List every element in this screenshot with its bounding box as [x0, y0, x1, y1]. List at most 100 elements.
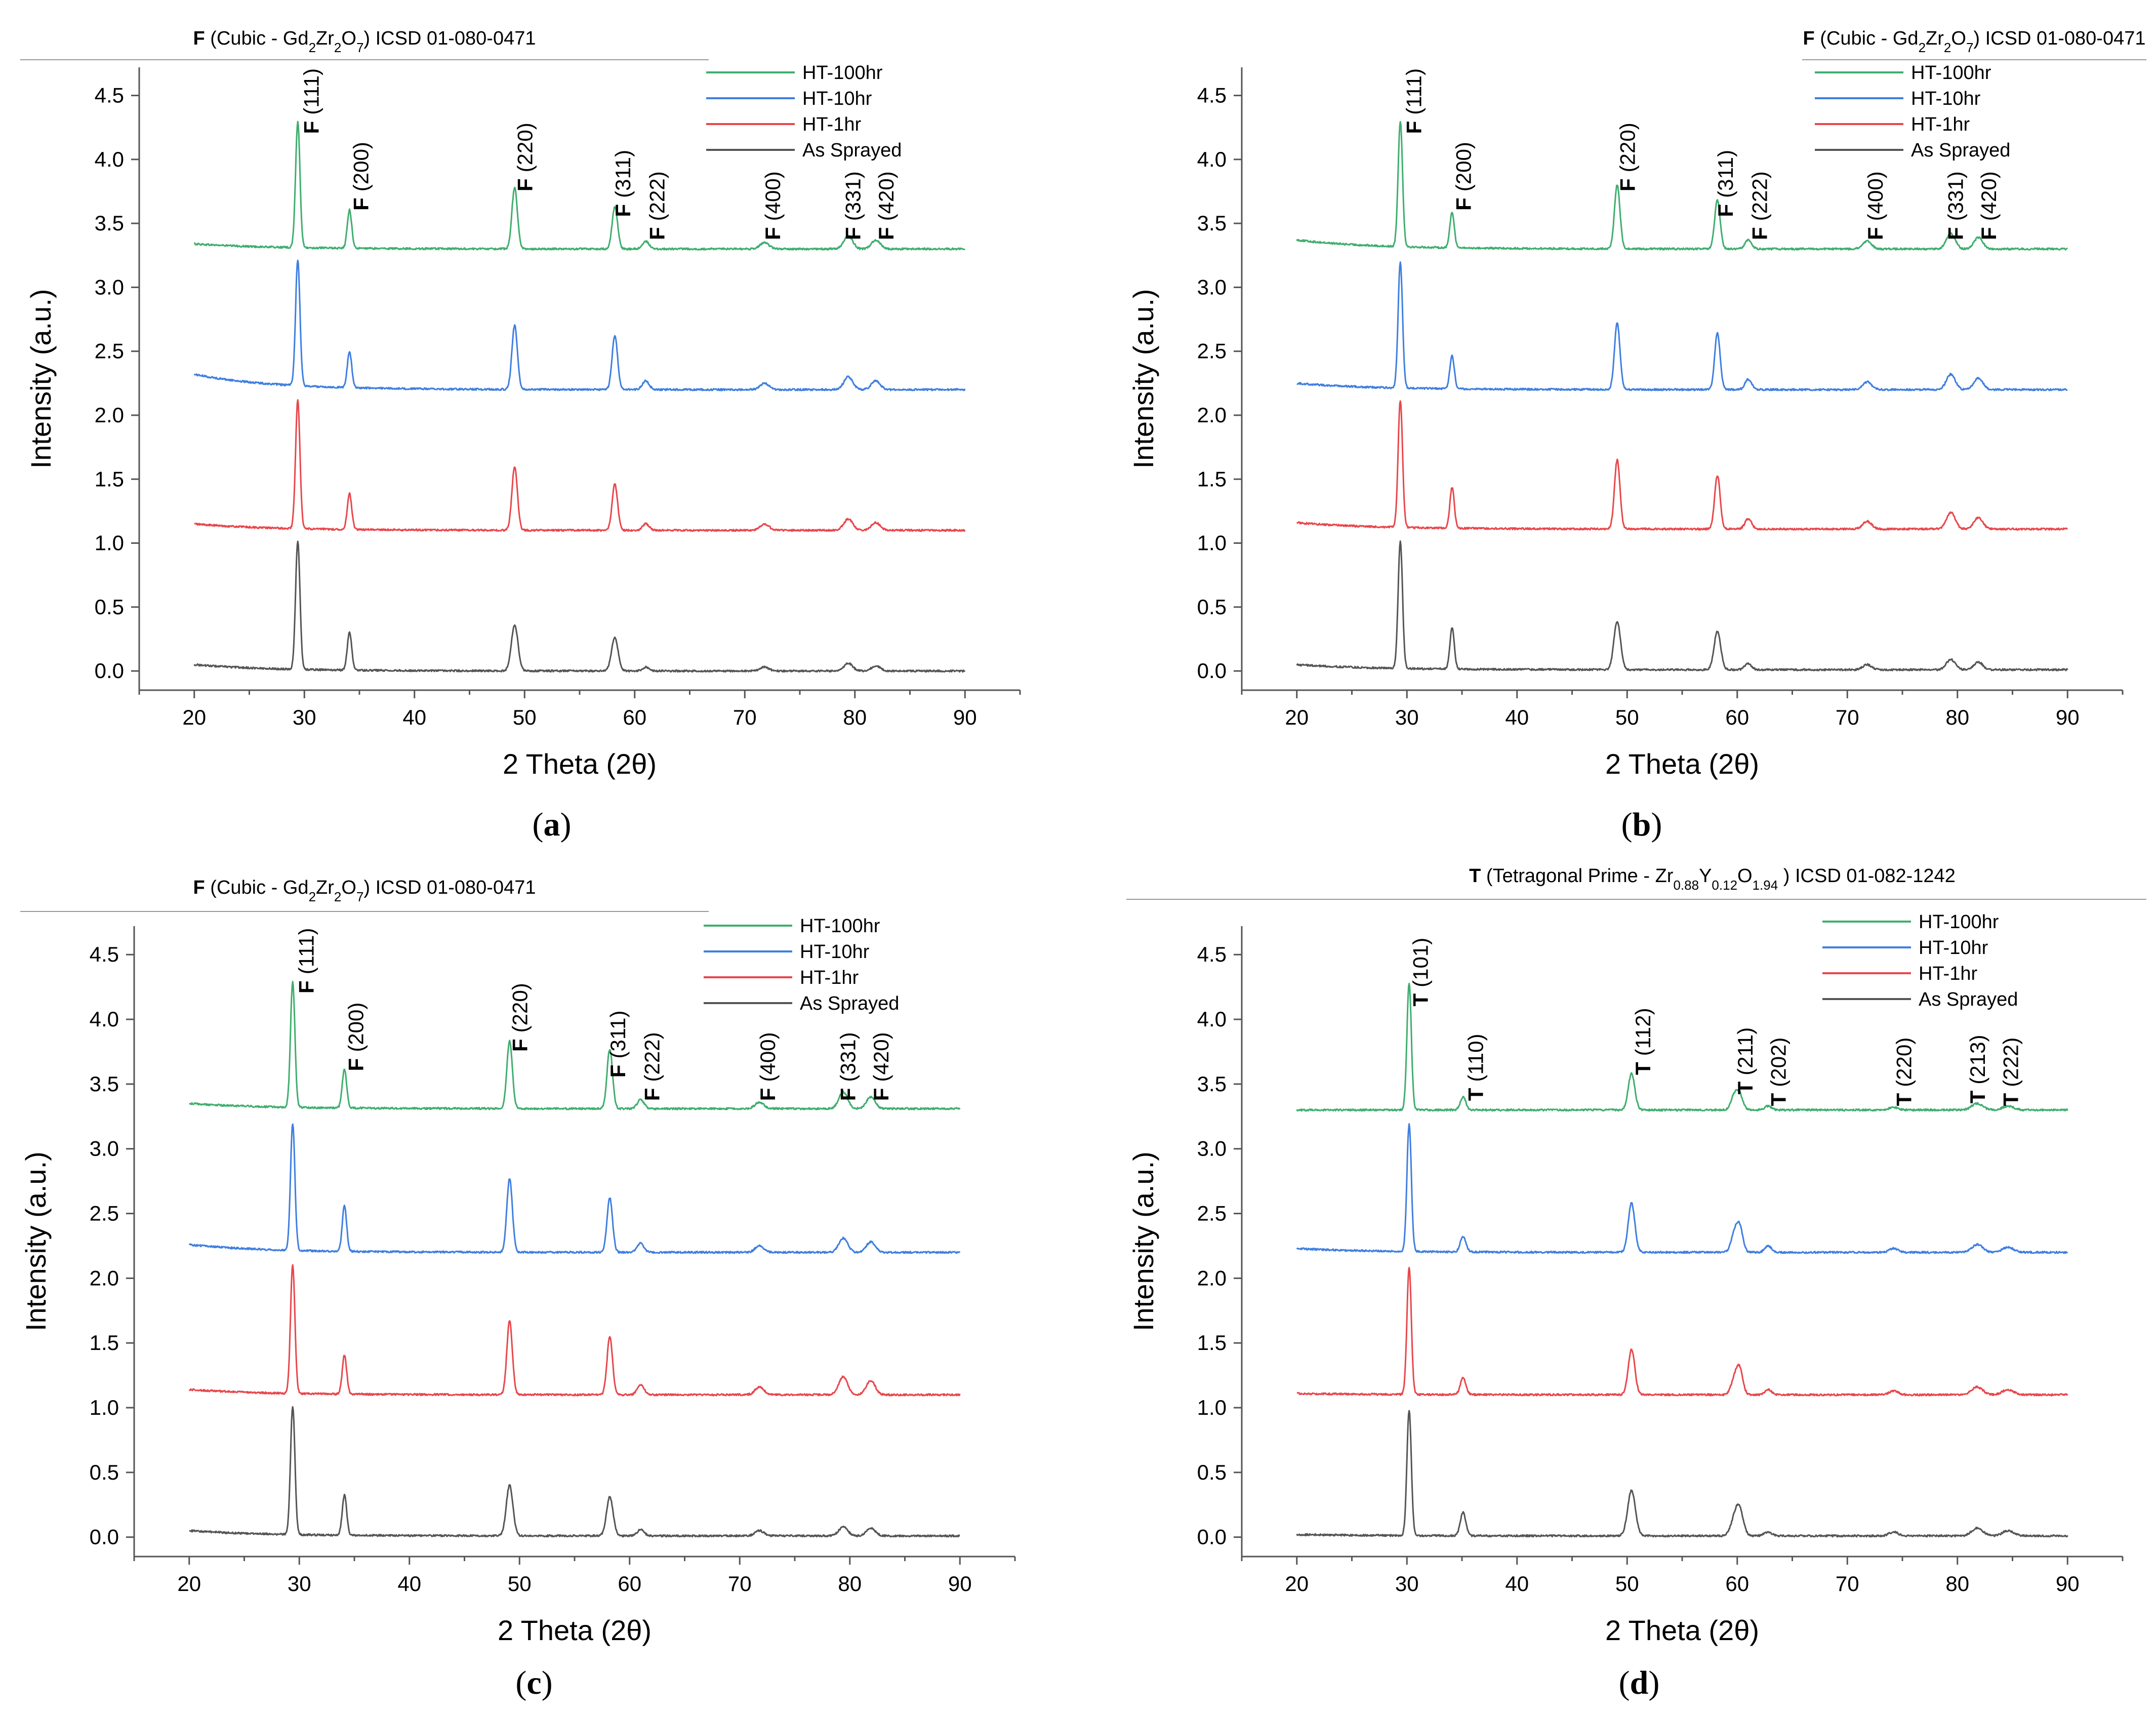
y-tick-label: 4.0: [1197, 1007, 1227, 1031]
peak-phase: F: [1944, 227, 1968, 240]
series-ht-10hr-line: [188, 1123, 961, 1254]
title-part: 7: [356, 40, 363, 55]
peak-phase: F: [349, 197, 373, 211]
y-tick-label: 1.0: [1197, 1396, 1227, 1419]
series-as-sprayed-line: [1296, 1410, 2068, 1538]
x-axis-label: 2 Theta (2θ): [503, 748, 657, 780]
y-tick-label: 2.5: [90, 1202, 119, 1225]
peak-phase: F: [841, 227, 865, 240]
caption-letter: d: [1630, 1664, 1649, 1701]
panel-caption: (b): [1621, 806, 1662, 843]
y-tick-label: 3.0: [1197, 1137, 1227, 1161]
legend-label: HT-100hr: [802, 62, 883, 84]
peak-hkl: (400): [756, 1032, 780, 1082]
y-tick-label: 1.5: [95, 467, 124, 491]
peak-hkl: (220): [513, 123, 537, 172]
x-tick-label: 30: [1395, 1572, 1419, 1596]
peak-hkl: (222): [640, 1032, 664, 1082]
legend-label: HT-10hr: [1911, 88, 1981, 109]
x-tick-label: 60: [1725, 1572, 1749, 1596]
peak-annotation: T (222): [1999, 1038, 2022, 1106]
panel-caption: (d): [1619, 1664, 1660, 1701]
peak-phase: F: [874, 227, 898, 240]
x-tick-label: 40: [1505, 705, 1529, 729]
x-tick-label: 80: [1945, 1572, 1969, 1596]
chart-title: F (Cubic - Gd2Zr2O7) ICSD 01-080-0471: [193, 877, 536, 904]
y-tick-label: 0.0: [90, 1525, 119, 1549]
peak-annotation: F (222): [645, 171, 669, 240]
peak-phase: T: [1999, 1093, 2022, 1106]
peak-annotation: F (420): [1977, 171, 2001, 240]
panel-c: F (Cubic - Gd2Zr2O7) ICSD 01-080-0471 0.0…: [20, 877, 1016, 1701]
peak-hkl: (400): [1863, 171, 1887, 221]
peak-phase: T: [1631, 1062, 1655, 1075]
title-part: 0.88: [1673, 878, 1699, 893]
series-ht-100hr-line: [189, 981, 961, 1110]
peak-annotation: T (101): [1409, 938, 1433, 1007]
panel-b: F (Cubic - Gd2Zr2O7) ICSD 01-080-04710.0…: [1127, 28, 2146, 843]
peak-phase: F: [869, 1088, 893, 1101]
peak-hkl: (112): [1631, 1008, 1655, 1056]
title-part: 7: [1966, 40, 1973, 55]
y-tick-label: 4.5: [1197, 84, 1227, 107]
peak-hkl: (220): [508, 983, 532, 1032]
peak-phase: T: [1463, 1088, 1487, 1101]
series-ht-100hr-line: [193, 121, 966, 251]
y-axis-label: Intensity (a.u.): [1127, 1151, 1159, 1331]
x-tick-label: 50: [513, 705, 537, 729]
peak-annotation: F (200): [1451, 142, 1475, 211]
title-part: 2: [1944, 40, 1951, 55]
legend-label: As Sprayed: [1911, 140, 2010, 161]
peak-phase: F: [508, 1039, 532, 1052]
title-part: 2: [309, 40, 316, 55]
peak-hkl: (400): [761, 171, 785, 221]
x-tick-label: 70: [728, 1572, 752, 1596]
caption-close: ): [1651, 806, 1662, 843]
title-part: Zr: [316, 28, 334, 49]
series-ht-1hr-line: [188, 1264, 961, 1397]
legend-label: HT-1hr: [802, 114, 861, 135]
caption-open: (: [1621, 806, 1633, 843]
y-tick-label: 0.0: [1197, 1525, 1227, 1549]
x-tick-label: 20: [182, 705, 206, 729]
x-tick-label: 30: [1395, 705, 1419, 729]
peak-phase: F: [1402, 121, 1426, 134]
title-part: T: [1469, 865, 1481, 887]
panel-caption: (a): [533, 806, 572, 843]
title-part: ) ICSD 01-080-0471: [363, 877, 536, 898]
y-tick-label: 1.5: [90, 1331, 119, 1355]
title-part: 2: [334, 889, 341, 904]
peak-hkl: (331): [836, 1032, 860, 1082]
x-tick-label: 60: [1725, 705, 1749, 729]
peak-annotation: F (111): [1402, 68, 1426, 134]
caption-letter: c: [526, 1664, 541, 1701]
peak-phase: T: [1409, 993, 1433, 1007]
series-ht-10hr-line: [193, 259, 966, 391]
series-as-sprayed-line: [193, 540, 966, 673]
x-tick-label: 30: [288, 1572, 311, 1596]
x-tick-label: 80: [843, 705, 867, 729]
x-axis-label: 2 Theta (2θ): [498, 1614, 652, 1646]
peak-annotation: F (400): [761, 171, 785, 240]
peak-hkl: (311): [1714, 150, 1737, 198]
title-part: ) ICSD 01-082-1242: [1778, 865, 1956, 887]
title-part: 7: [356, 889, 363, 904]
peak-annotation: T (202): [1766, 1038, 1790, 1106]
peak-hkl: (111): [300, 68, 323, 115]
title-part: 2: [1919, 40, 1926, 55]
legend-label: As Sprayed: [802, 140, 902, 161]
y-axis-label: Intensity (a.u.): [20, 1151, 52, 1331]
caption-letter: a: [544, 806, 560, 843]
y-tick-label: 1.5: [1197, 1331, 1227, 1355]
y-tick-label: 2.0: [1197, 403, 1227, 427]
title-part: O: [1951, 28, 1966, 49]
peak-phase: F: [640, 1088, 664, 1101]
x-tick-label: 70: [1836, 705, 1859, 729]
peak-hkl: (331): [841, 171, 865, 221]
peak-phase: F: [1714, 204, 1737, 217]
panel-d: T (Tetragonal Prime - Zr0.88Y0.12O1.94 )…: [1126, 865, 2146, 1701]
peak-annotation: T (220): [1892, 1038, 1916, 1106]
y-tick-label: 0.0: [1197, 659, 1227, 683]
y-tick-label: 1.0: [95, 531, 124, 555]
peak-phase: F: [606, 1064, 630, 1078]
